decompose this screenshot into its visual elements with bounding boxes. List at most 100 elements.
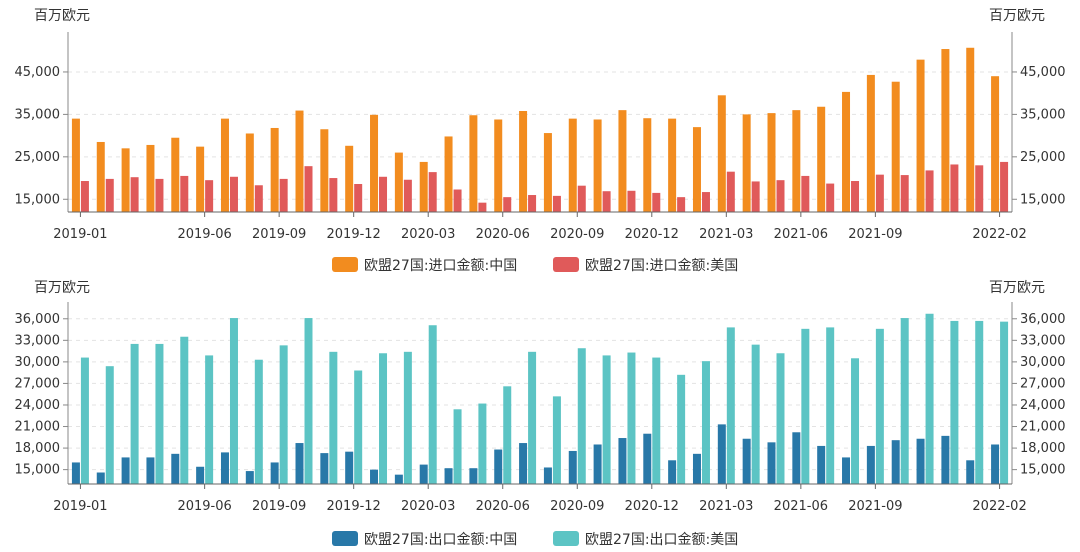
- chart1-x-tick-label: 2020-06: [476, 227, 530, 242]
- chart1-bar-series2: [279, 178, 288, 212]
- chart2-bar-series1: [419, 464, 428, 484]
- chart1-bar-series1: [668, 118, 677, 212]
- chart1-bar-series1: [394, 152, 403, 212]
- chart1-x-tick-label: 2020-12: [625, 227, 679, 242]
- chart1-bar-series1: [891, 81, 900, 213]
- chart2-legend-label: 欧盟27国:出口金额:中国: [364, 532, 517, 548]
- chart2-bar-series1: [916, 438, 925, 484]
- chart1-bar-series1: [270, 127, 279, 212]
- chart2-bar-series1: [394, 474, 403, 484]
- chart1-bar-series1: [220, 118, 229, 212]
- chart1-y-tick-right: 25,000: [1020, 150, 1066, 165]
- chart1-bar-series2: [552, 195, 561, 212]
- chart2-y-tick-left: 36,000: [15, 312, 61, 327]
- chart2-bar-series2: [652, 357, 661, 484]
- chart2-y-tick-left: 18,000: [15, 441, 61, 456]
- chart1-bar-series2: [130, 177, 139, 212]
- chart2-bar-series2: [205, 355, 214, 484]
- chart2-x-tick-label: 2021-03: [699, 499, 753, 514]
- chart1-bar-series2: [1000, 161, 1009, 212]
- chart1-bar-series1: [171, 137, 180, 212]
- chart1-y-tick-right: 45,000: [1020, 65, 1066, 80]
- chart1-unit-right: 百万欧元: [989, 8, 1045, 24]
- chart2-bar-series2: [478, 403, 487, 484]
- chart1-bar-series2: [304, 166, 313, 212]
- chart2-x-tick-label: 2021-06: [774, 499, 828, 514]
- chart2-bar-series2: [726, 327, 735, 484]
- chart2-bar-series2: [155, 343, 164, 484]
- chart1-bar-series1: [469, 115, 478, 212]
- chart2-x-tick-label: 2020-12: [625, 499, 679, 514]
- chart1-bar-series1: [295, 110, 304, 212]
- chart1-bar-series1: [146, 144, 155, 212]
- chart2-x-tick-label: 2019-09: [252, 499, 306, 514]
- chart2-bar-series1: [866, 445, 875, 484]
- chart1-bar-series2: [329, 178, 338, 212]
- chart1-bar-series1: [692, 127, 701, 212]
- chart2-bar-series2: [329, 351, 338, 484]
- chart2-bar-series1: [717, 424, 726, 484]
- chart2-bar-series2: [354, 370, 363, 484]
- chart2-bar-series1: [444, 468, 453, 484]
- chart1-bar-series1: [196, 146, 205, 212]
- chart2-bar-series1: [767, 442, 776, 484]
- chart2-bar-series1: [220, 452, 229, 484]
- chart2-bar-series1: [320, 453, 329, 484]
- chart2-bar-series2: [826, 327, 835, 484]
- chart2-y-tick-left: 27,000: [15, 376, 61, 391]
- chart2-bar-series1: [817, 445, 826, 484]
- chart2-bar-series2: [229, 318, 238, 484]
- chart2-y-tick-right: 33,000: [1020, 333, 1066, 348]
- chart2-bar-series1: [966, 460, 975, 484]
- chart2-bar-series1: [593, 444, 602, 484]
- chart2-bar-series2: [950, 320, 959, 484]
- chart1-y-tick-left: 25,000: [15, 150, 61, 165]
- chart1-bar-series1: [742, 114, 751, 212]
- chart2-bar-series1: [519, 443, 528, 484]
- chart2-bar-series2: [254, 359, 263, 484]
- chart2-bar-series1: [196, 466, 205, 484]
- chart2-x-tick-label: 2020-03: [401, 499, 455, 514]
- chart2-bar-series1: [270, 462, 279, 484]
- chart1-bar-series2: [950, 164, 959, 212]
- chart1-bar-series2: [925, 170, 934, 212]
- chart1-bar-series2: [105, 178, 114, 212]
- chart2-bar-series2: [677, 374, 686, 484]
- chart1-bar-series1: [444, 136, 453, 212]
- chart1-y-tick-right: 15,000: [1020, 192, 1066, 207]
- chart1-y-tick-left: 15,000: [15, 192, 61, 207]
- chart1-bar-series1: [543, 133, 552, 212]
- chart1-bar-series1: [966, 47, 975, 213]
- chart1-bar-series1: [767, 113, 776, 212]
- chart2-bar-series1: [618, 438, 627, 484]
- chart2-bar-series2: [453, 409, 462, 484]
- chart1-bar-series1: [842, 91, 851, 212]
- chart1-bar-series1: [991, 76, 1000, 212]
- chart1-bar-series2: [428, 172, 437, 212]
- chart2-bar-series2: [801, 328, 810, 484]
- chart1-x-tick-label: 2020-03: [401, 227, 455, 242]
- chart2-y-tick-left: 21,000: [15, 420, 61, 435]
- chart2-legend-label: 欧盟27国:出口金额:美国: [585, 532, 738, 548]
- chart1-bar-series2: [677, 197, 686, 212]
- chart1-bar-series1: [519, 110, 528, 212]
- chart1-bar-series2: [180, 175, 189, 212]
- chart1-bar-series1: [941, 49, 950, 212]
- chart1-bar-series2: [403, 179, 412, 212]
- chart1-bar-series2: [776, 180, 785, 212]
- chart2-legend-swatch: [332, 531, 358, 546]
- chart2-x-tick-label: 2019-06: [177, 499, 231, 514]
- chart2-y-tick-right: 36,000: [1020, 312, 1066, 327]
- chart2-bar-series2: [552, 396, 561, 484]
- chart1-bar-series1: [643, 118, 652, 212]
- chart1-x-tick-label: 2020-09: [550, 227, 604, 242]
- chart1-bar-series2: [701, 192, 710, 212]
- chart1-bar-series2: [453, 189, 462, 212]
- chart2-x-tick-label: 2019-01: [53, 499, 107, 514]
- chart1-legend-swatch: [553, 257, 579, 272]
- chart1-bar-series2: [379, 176, 388, 212]
- chart2-bar-series2: [577, 348, 586, 484]
- chart2-x-tick-label: 2021-09: [848, 499, 902, 514]
- chart2-y-tick-right: 30,000: [1020, 355, 1066, 370]
- chart2-x-tick-label: 2020-09: [550, 499, 604, 514]
